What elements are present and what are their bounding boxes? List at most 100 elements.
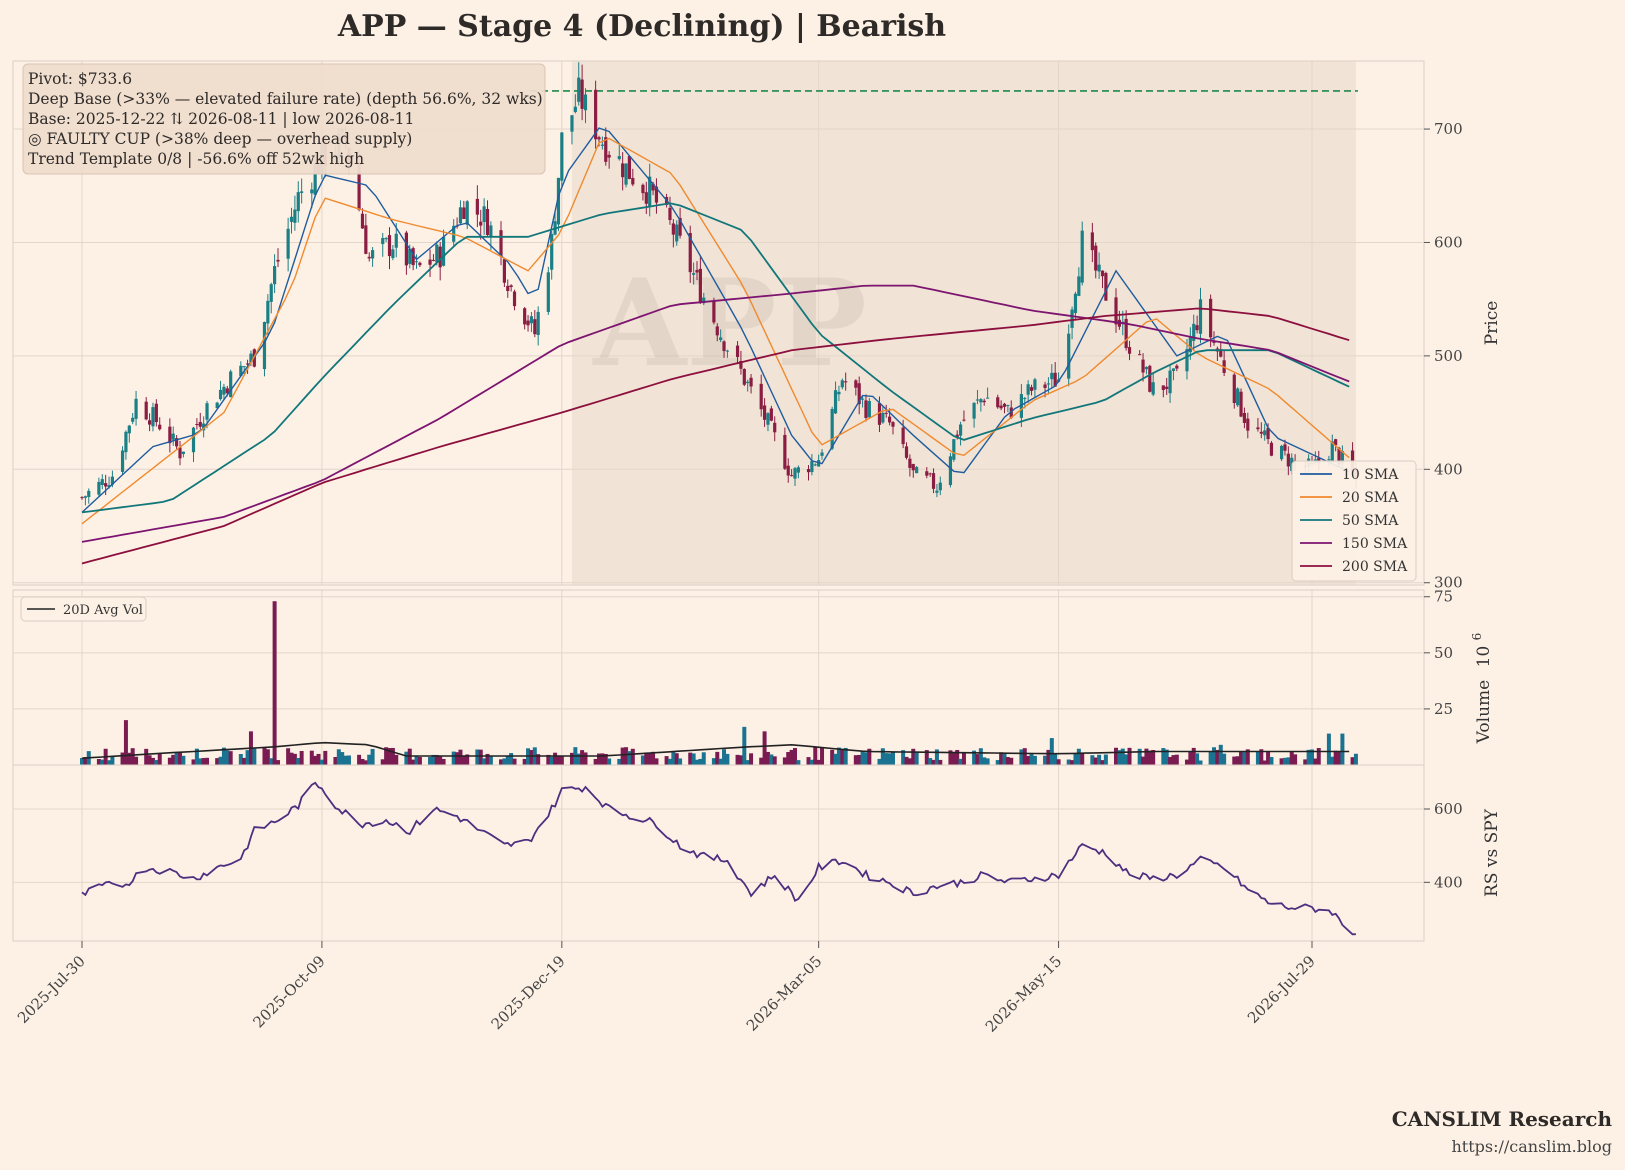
- candle-body: [1175, 365, 1179, 369]
- volume-bar: [644, 752, 649, 765]
- volume-bar: [150, 757, 155, 765]
- volume-bar: [1029, 754, 1034, 765]
- candle-body: [820, 452, 824, 456]
- candle-body: [925, 471, 929, 476]
- volume-bar: [907, 758, 912, 765]
- volume-bar: [928, 758, 933, 765]
- price-tick-label: 300: [1434, 574, 1463, 592]
- candle-body: [489, 225, 493, 237]
- candle-body: [202, 423, 206, 431]
- candle-body: [475, 198, 479, 215]
- candle-body: [783, 434, 787, 469]
- volume-bar: [769, 754, 774, 765]
- info-line-pivot: Pivot: $733.6: [28, 70, 132, 88]
- volume-bar: [455, 752, 460, 765]
- info-line-deep-base: Deep Base (>33% — elevated failure rate)…: [28, 90, 543, 108]
- candle-body: [712, 300, 716, 323]
- candle-body: [891, 422, 895, 427]
- volume-bar: [1282, 757, 1287, 765]
- volume-bar: [144, 748, 149, 765]
- volume-bar: [1114, 747, 1119, 765]
- candle-body: [1263, 430, 1267, 436]
- volume-bar: [1333, 750, 1338, 765]
- volume-bar: [1218, 744, 1223, 765]
- volume-legend: 20D Avg Vol: [20, 596, 147, 622]
- candle-body: [1053, 372, 1057, 387]
- candle-body: [414, 261, 419, 263]
- candle-body: [404, 232, 408, 266]
- candle-body: [1340, 451, 1345, 464]
- candle-body: [725, 350, 730, 352]
- volume-bar: [360, 758, 365, 765]
- volume-bar: [674, 753, 679, 765]
- candle-body: [813, 464, 817, 466]
- candle-body: [229, 371, 233, 398]
- volume-bar: [742, 726, 747, 765]
- sma-150-line: [81, 284, 1350, 543]
- candle-body: [1148, 365, 1152, 392]
- volume-bar: [725, 753, 730, 765]
- volume-bar: [1289, 751, 1294, 765]
- candle-body: [1219, 349, 1223, 357]
- candle-body: [1009, 407, 1013, 418]
- candle-body: [499, 230, 503, 256]
- candle-body: [127, 425, 131, 434]
- candle-body: [408, 249, 412, 264]
- candle-body: [110, 476, 115, 485]
- candle-body: [928, 473, 932, 475]
- candle-body: [1239, 391, 1243, 417]
- price-panel: APP 300 400 500 600 700 Price Pivot: $733.6 …: [12, 60, 1502, 941]
- volume-bar: [1350, 757, 1355, 765]
- volume-bar: [715, 751, 720, 765]
- candle-body: [796, 467, 800, 473]
- volume-bar: [357, 754, 362, 765]
- volume-bar: [411, 759, 416, 765]
- volume-bar: [651, 751, 656, 765]
- volume-y-label: Volume 10 6: [1470, 633, 1494, 745]
- volume-bar: [323, 750, 328, 765]
- candle-body: [904, 446, 909, 458]
- candle-body: [479, 221, 483, 226]
- volume-bar: [678, 758, 683, 765]
- candle-body: [120, 450, 125, 472]
- candle-body: [512, 291, 517, 307]
- x-tick-label: 2026-Mar-05: [743, 952, 826, 1035]
- candle-body: [242, 366, 246, 368]
- sma-lines: [81, 127, 1350, 565]
- candle-body: [1124, 318, 1128, 349]
- volume-bar: [130, 748, 135, 765]
- volume-bar: [640, 755, 645, 765]
- volume-bar: [363, 760, 368, 765]
- candle-body: [411, 248, 415, 266]
- volume-bar: [147, 755, 152, 765]
- candle-body: [1100, 270, 1105, 277]
- volume-bar: [749, 753, 754, 765]
- price-tick-label: 400: [1434, 460, 1463, 478]
- volume-bar: [1043, 755, 1048, 765]
- volume-bar: [857, 754, 862, 765]
- candle-body: [790, 475, 794, 477]
- candle-body: [1019, 394, 1023, 418]
- volume-bar: [218, 756, 223, 765]
- candle-body: [428, 259, 432, 265]
- volume-bar: [1066, 759, 1071, 765]
- candle-body: [854, 380, 858, 388]
- candle-body: [300, 191, 304, 193]
- sma-50-line: [81, 202, 1350, 514]
- volume-bar: [1174, 754, 1179, 765]
- candle-body: [485, 208, 490, 236]
- candle-body: [205, 403, 209, 420]
- candle-body: [833, 390, 838, 414]
- candle-body: [438, 246, 442, 268]
- volume-bar: [711, 758, 716, 765]
- volume-bar: [100, 759, 105, 765]
- candle-body: [692, 273, 696, 275]
- volume-bar: [205, 757, 210, 765]
- volume-bar: [792, 748, 797, 765]
- candle-body: [668, 207, 672, 220]
- candle-body: [371, 250, 375, 259]
- sma-legend-bg: [1291, 460, 1417, 582]
- volume-bar: [1005, 757, 1010, 765]
- candle-body: [1212, 341, 1216, 343]
